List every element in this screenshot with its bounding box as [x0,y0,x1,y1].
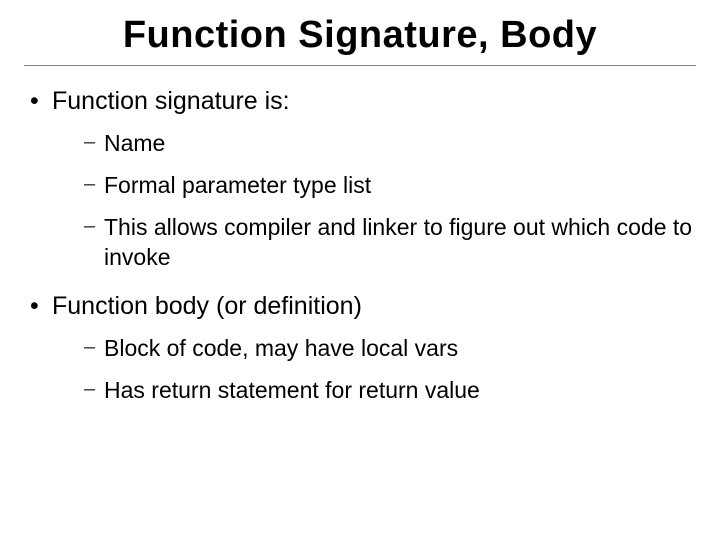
bullet-marker-l2: – [84,171,104,197]
slide-title: Function Signature, Body [24,14,696,57]
bullet-marker-l1: • [30,291,52,322]
bullet-level2: – Block of code, may have local vars [84,334,696,364]
bullet-level2: – Has return statement for return value [84,376,696,406]
bullet-marker-l2: – [84,376,104,402]
bullet-level1: • Function signature is: [30,86,696,117]
bullet-text: Name [104,129,696,159]
title-rule [24,65,696,66]
bullet-text: Formal parameter type list [104,171,696,201]
bullet-marker-l2: – [84,213,104,239]
bullet-text: Function signature is: [52,86,696,117]
bullet-marker-l2: – [84,129,104,155]
bullet-level2: – This allows compiler and linker to fig… [84,213,696,273]
bullet-text: Block of code, may have local vars [104,334,696,364]
bullet-marker-l2: – [84,334,104,360]
bullet-level1: • Function body (or definition) [30,291,696,322]
bullet-level2: – Formal parameter type list [84,171,696,201]
slide: Function Signature, Body • Function sign… [0,0,720,540]
bullet-text: Has return statement for return value [104,376,696,406]
bullet-marker-l1: • [30,86,52,117]
bullet-text: Function body (or definition) [52,291,696,322]
bullet-level2: – Name [84,129,696,159]
bullet-text: This allows compiler and linker to figur… [104,213,696,273]
